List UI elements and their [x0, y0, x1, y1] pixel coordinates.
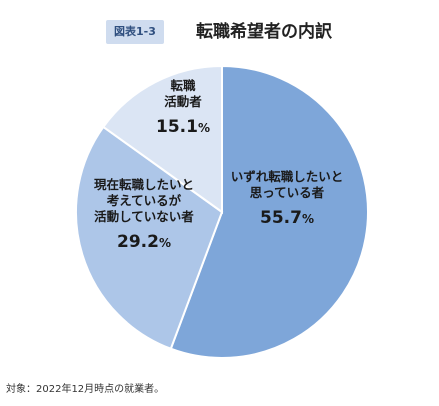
pie-labels: いずれ転職したいと思っている者 55.7% 現在転職したいと考えているが活動していな… [94, 78, 343, 252]
slice-label-line: 思っている者 [250, 185, 325, 200]
pie-slice-1 [169, 64, 369, 359]
pie-slices [75, 64, 369, 359]
slice-label-2: 現在転職したいと考えているが活動していない者 29.2% [94, 177, 194, 252]
slice-label-line: 活動していない者 [94, 209, 194, 224]
pie-slice-3 [101, 64, 223, 214]
footnote: 対象：2022年12月時点の就業者。 [6, 384, 165, 395]
slice-label-line: 活動者 [164, 94, 202, 109]
slice-label-line: 転職 [170, 78, 196, 93]
figure-label: 図表1-3 [106, 20, 164, 44]
slice-value: 55.7% [260, 208, 314, 228]
chart-header: 図表1-3 転職希望者の内訳 [0, 18, 439, 48]
slice-value: 15.1% [156, 117, 210, 137]
slice-label-line: 現在転職したいと [94, 177, 194, 192]
slice-label-line: いずれ転職したいと [231, 169, 344, 184]
slice-label-line: 考えているが [107, 193, 182, 208]
chart-title: 転職希望者の内訳 [196, 22, 332, 42]
slice-value-unit: % [302, 212, 314, 226]
pie-slice-2 [75, 125, 224, 351]
slice-value: 29.2% [117, 232, 171, 252]
slice-label-1: いずれ転職したいと思っている者 55.7% [231, 169, 344, 228]
slice-label-3: 転職活動者 15.1% [156, 78, 210, 137]
slice-value-unit: % [198, 121, 210, 135]
slice-value-unit: % [159, 236, 171, 250]
